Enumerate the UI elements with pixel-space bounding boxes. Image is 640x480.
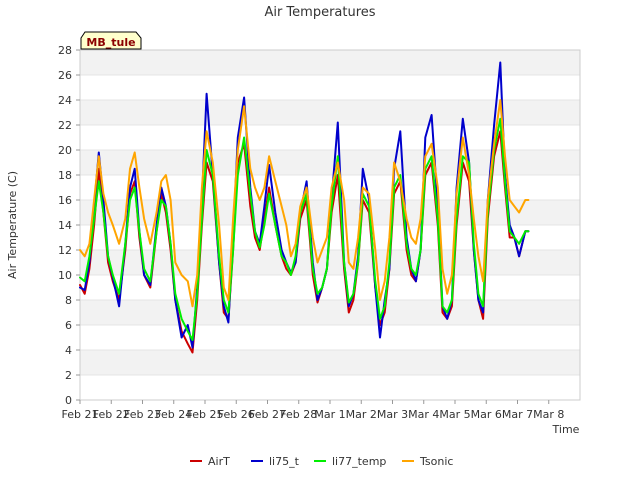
y-axis-label: Air Temperature (C): [6, 171, 19, 279]
site-label-box: MB_tule: [80, 31, 142, 50]
y-tick-label: 8: [65, 294, 72, 307]
x-tick-label: Mar 7: [502, 408, 533, 421]
x-tick-label: Mar 1: [314, 408, 345, 421]
grid-band: [80, 250, 580, 275]
x-axis-label: Time: [552, 423, 580, 436]
x-tick-label: Feb 23: [124, 408, 161, 421]
y-tick-label: 22: [58, 119, 72, 132]
series-lines: [79, 61, 530, 354]
y-tick-label: 10: [58, 269, 72, 282]
x-tick-label: Feb 21: [62, 408, 99, 421]
chart-title: Air Temperatures: [264, 5, 375, 20]
series-line-li77-temp: [79, 117, 530, 341]
legend-label-tsonic: Tsonic: [419, 455, 453, 468]
y-tick-label: 2: [65, 369, 72, 382]
x-tick-label: Feb 24: [155, 408, 192, 421]
legend: AirT li75_t li77_temp Tsonic: [190, 455, 453, 468]
grid-band: [80, 300, 580, 325]
y-tick-label: 28: [58, 44, 72, 57]
site-label: MB_tule: [86, 36, 135, 49]
y-tick-label: 26: [58, 69, 72, 82]
legend-label-airt: AirT: [208, 455, 230, 468]
y-tick-label: 18: [58, 169, 72, 182]
y-tick-label: 20: [58, 144, 72, 157]
grid-band: [80, 150, 580, 175]
grid-band: [80, 100, 580, 125]
grid-band: [80, 50, 580, 75]
y-tick-label: 0: [65, 394, 72, 407]
x-tick-label: Mar 8: [533, 408, 564, 421]
legend-label-li75-t: li75_t: [269, 455, 300, 468]
x-tick-label: Feb 22: [93, 408, 130, 421]
x-tick-label: Feb 26: [218, 408, 255, 421]
x-tick-label: Feb 27: [249, 408, 286, 421]
legend-label-li77-temp: li77_temp: [332, 455, 386, 468]
x-tick-label: Mar 5: [439, 408, 470, 421]
y-tick-label: 12: [58, 244, 72, 257]
y-tick-label: 14: [58, 219, 72, 232]
x-tick-label: Feb 28: [280, 408, 317, 421]
y-tick-label: 6: [65, 319, 72, 332]
y-tick-label: 16: [58, 194, 72, 207]
x-tick-label: Mar 6: [471, 408, 502, 421]
x-tick-label: Mar 2: [346, 408, 377, 421]
site-label-tab: [80, 31, 142, 50]
y-tick-label: 24: [58, 94, 72, 107]
grid-band: [80, 350, 580, 375]
x-tick-label: Feb 25: [187, 408, 224, 421]
x-tick-label: Mar 4: [408, 408, 439, 421]
y-tick-label: 4: [65, 344, 72, 357]
x-tick-label: Mar 3: [377, 408, 408, 421]
series-line-tsonic: [79, 99, 530, 308]
